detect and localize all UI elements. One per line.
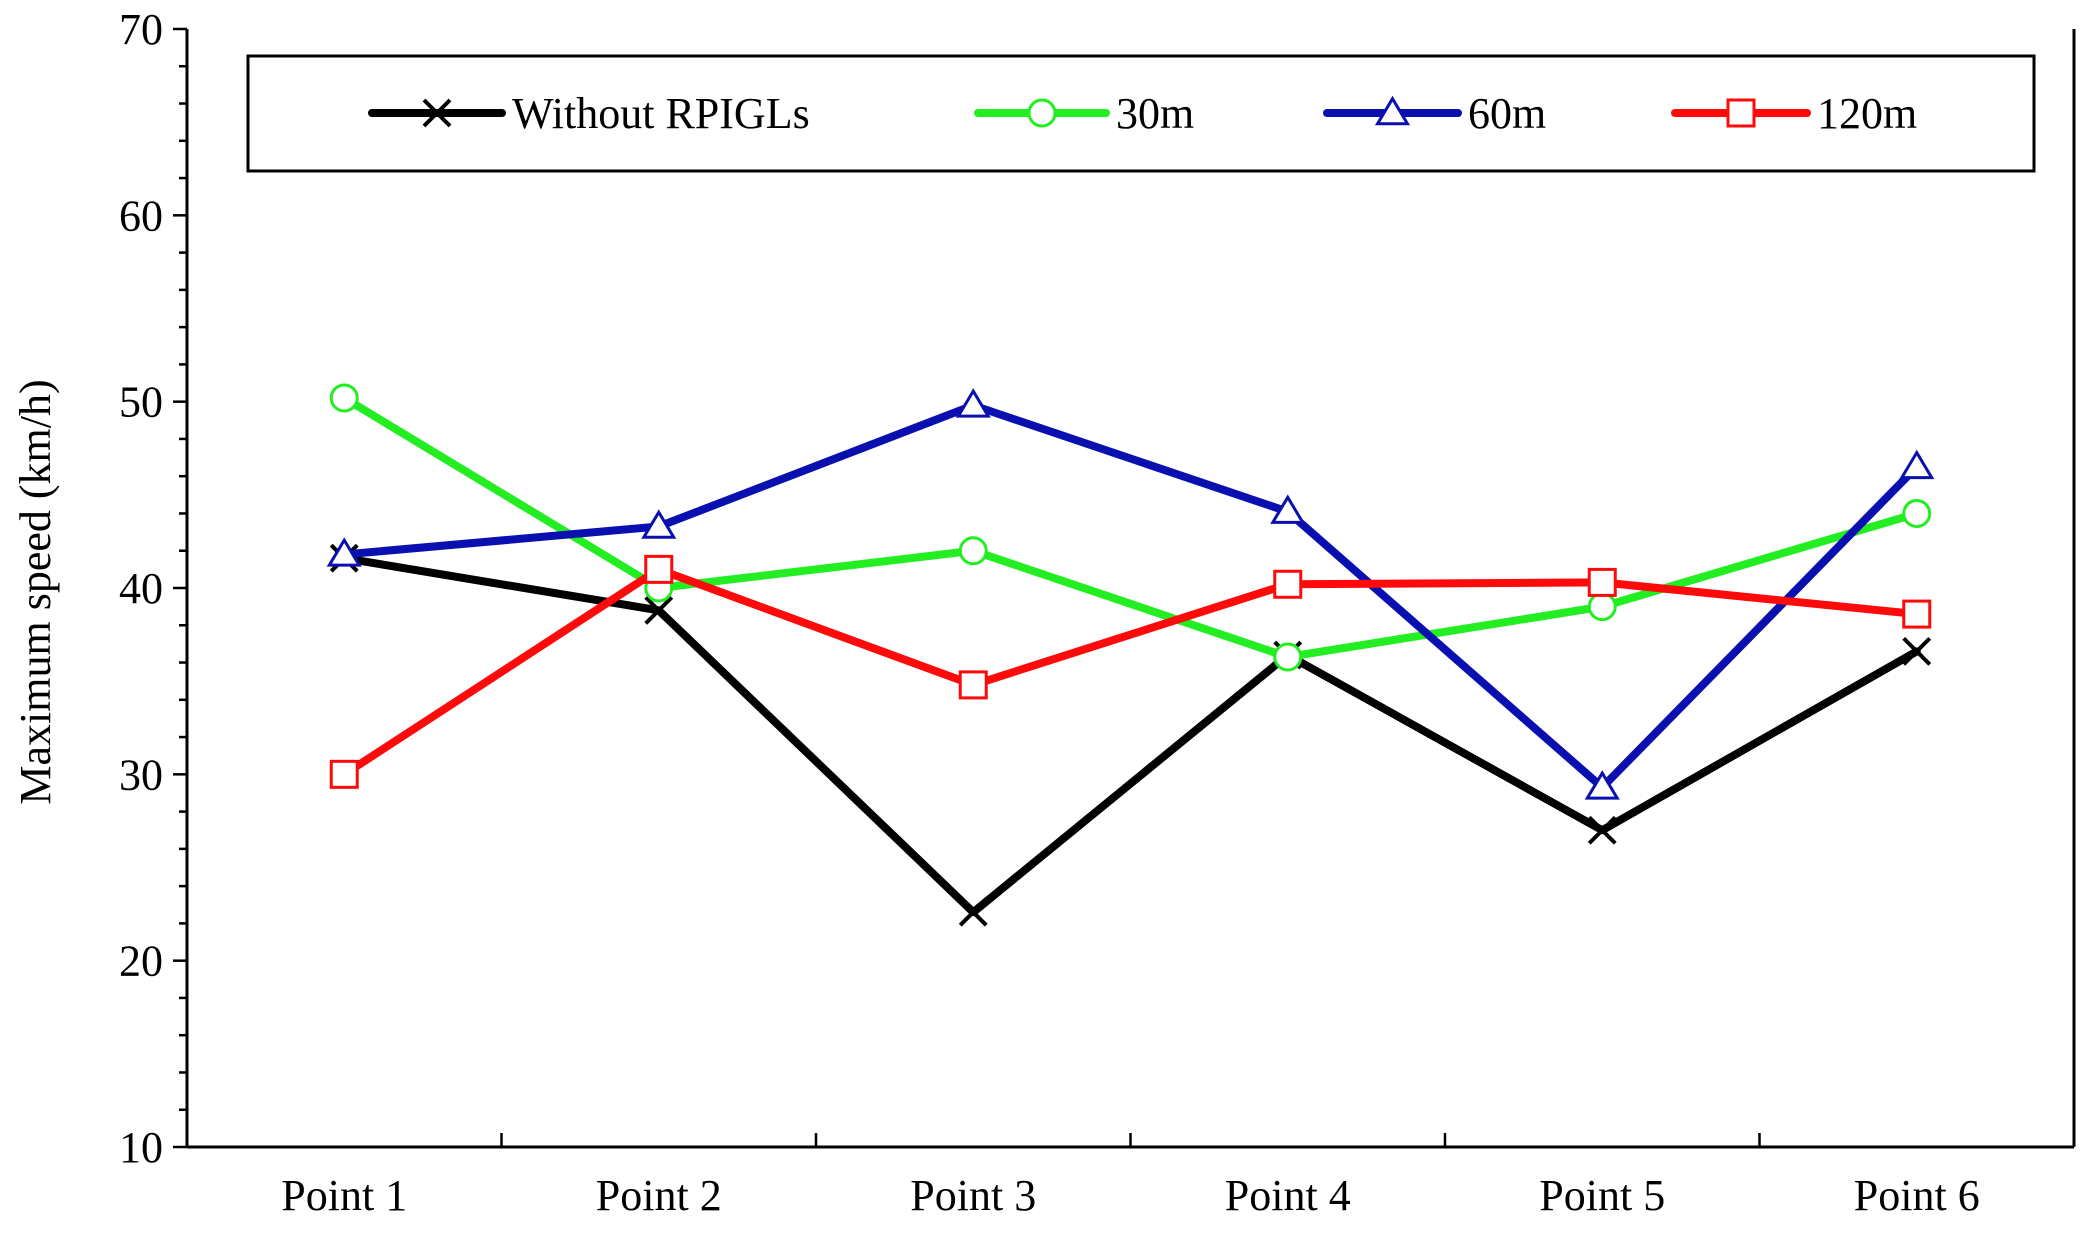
- y-tick-label: 70: [119, 5, 163, 54]
- x-axis: Point 1 Point 2 Point 3 Point 4 Point 5 Point…: [281, 1133, 1980, 1220]
- y-axis: 10 20 30 40 50 60 70: [119, 5, 187, 1172]
- y-axis-title: Maximum speed (km/h): [11, 379, 60, 804]
- y-tick-label: 60: [119, 191, 163, 240]
- triangle-marker: [1899, 449, 1935, 480]
- legend-item: Without RPIGLs: [368, 89, 810, 138]
- triangle-marker: [1584, 770, 1620, 800]
- square-marker: [1587, 567, 1617, 597]
- series-60m: [326, 388, 1935, 800]
- legend-item: 30m: [974, 89, 1194, 138]
- series-120m: [329, 554, 1932, 789]
- axes-layer: [185, 29, 2076, 1149]
- legend-item: 60m: [1323, 89, 1546, 138]
- legend-label: Without RPIGLs: [512, 89, 810, 138]
- x-tick-label: Point 1: [281, 1171, 407, 1220]
- circle-marker: [1273, 642, 1303, 672]
- legend-label: 120m: [1817, 89, 1917, 138]
- y-tick-label: 30: [119, 750, 163, 799]
- circle-marker: [1027, 98, 1057, 128]
- circle-marker: [1587, 592, 1617, 622]
- x-marker: [958, 897, 988, 927]
- legend: Without RPIGLs 30m 60m 120m: [246, 54, 2036, 173]
- x-marker: [644, 595, 674, 625]
- triangle-marker: [1270, 494, 1306, 524]
- square-marker: [1726, 98, 1756, 128]
- x-marker: [1902, 636, 1932, 666]
- x-tick-label: Point 6: [1854, 1171, 1980, 1220]
- triangle-marker: [1374, 95, 1411, 126]
- triangle-marker: [955, 388, 991, 418]
- y-tick-label: 40: [119, 564, 163, 613]
- y-tick-label: 10: [119, 1123, 163, 1172]
- square-marker: [1902, 599, 1932, 629]
- series-layer: [326, 383, 1935, 927]
- legend-label: 30m: [1116, 89, 1194, 138]
- triangle-marker: [641, 509, 677, 539]
- x-tick-label: Point 4: [1225, 1171, 1351, 1220]
- circle-marker: [958, 536, 988, 566]
- x-tick-label: Point 3: [910, 1171, 1036, 1220]
- y-tick-label: 50: [119, 378, 163, 427]
- x-tick-label: Point 2: [596, 1171, 722, 1220]
- circle-marker: [1902, 498, 1932, 528]
- x-marker: [422, 98, 452, 128]
- x-marker: [1587, 815, 1617, 845]
- series-line: [340, 554, 1921, 917]
- triangle-marker: [326, 537, 362, 567]
- series-line: [340, 401, 1921, 792]
- square-marker: [329, 759, 359, 789]
- circle-marker: [329, 383, 359, 413]
- y-tick-label: 20: [119, 937, 163, 986]
- square-marker: [644, 554, 674, 584]
- legend-label: 60m: [1468, 89, 1546, 138]
- square-marker: [958, 670, 988, 700]
- square-marker: [1273, 569, 1303, 599]
- legend-item: 120m: [1671, 89, 1917, 138]
- series-line: [340, 565, 1921, 779]
- x-tick-label: Point 5: [1539, 1171, 1665, 1220]
